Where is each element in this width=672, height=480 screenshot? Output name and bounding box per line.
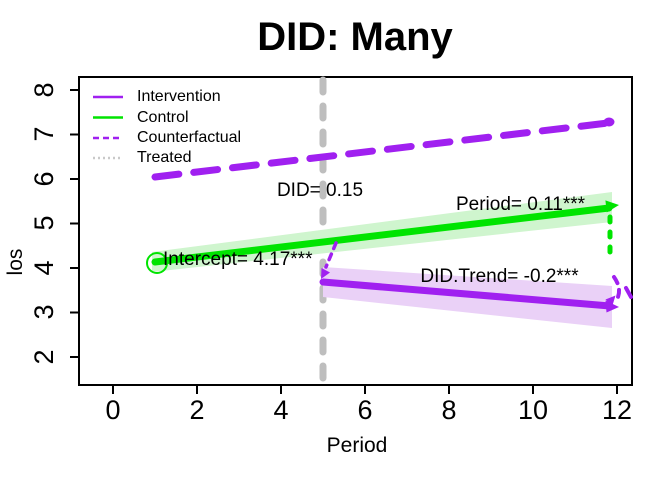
x-tick-4: 4 [273,395,289,425]
control-line [151,204,613,266]
counterfactual-end-dot [603,117,615,127]
x-tick-12: 12 [601,395,633,425]
y-axis-tick-marks [70,89,78,358]
x-tick-8: 8 [441,395,457,425]
intercept-annotation: Intercept= 4.17*** [163,249,313,270]
intercept-marker-circle [146,252,168,274]
y-tick-2: 2 [29,349,59,365]
period-annotation: Period= 0.11*** [455,194,586,215]
control-arrowhead [605,200,619,213]
did-trend-annotation: DID.Trend= -0.2*** [420,266,579,287]
counterfactual-drop-dash [624,286,633,299]
legend-label-counterfactual: Counterfactual [137,129,242,146]
x-tick-10: 10 [517,395,549,425]
x-tick-2: 2 [189,395,205,425]
plot-border [78,76,633,386]
x-tick-6: 6 [357,395,373,425]
legend-label-intervention: Intervention [137,88,221,105]
chart-title: DID: Many [257,15,453,59]
intervention-line [319,278,614,310]
legend-label-treated: Treated [137,149,192,166]
x-axis-label: Period [326,434,388,457]
x-axis-tick-marks [112,386,618,394]
counterfactual-drop-arrowhead [605,295,616,307]
legend-label-control: Control [137,108,189,126]
x-tick-0: 0 [105,395,121,425]
counterfactual-line [151,119,612,181]
did-annotation: DID= 0.15 [276,180,364,201]
y-axis-label: los [4,248,27,276]
intervention-arrowhead [605,300,619,313]
did-gap-arrowhead [321,268,330,279]
did-gap-dashed-arrow [324,241,338,269]
counterfactual-drop-dashed-arrow [612,275,621,303]
